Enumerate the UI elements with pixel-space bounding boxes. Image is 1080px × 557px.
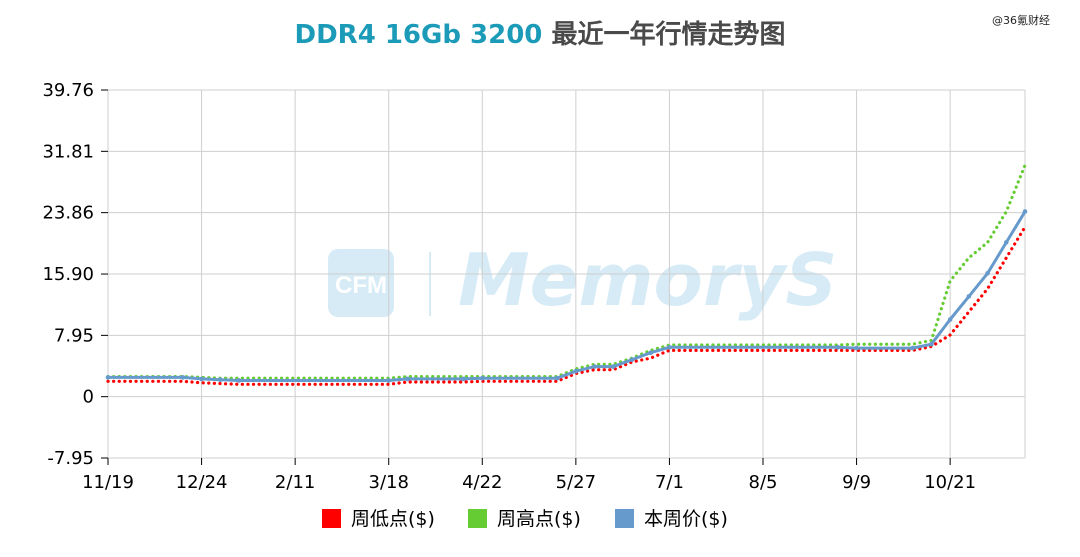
y-axis: 39.76 31.81 23.86 15.90 7.95 0 -7.95 xyxy=(42,80,108,469)
series-2-point xyxy=(929,341,934,347)
x-tick-label: 7/1 xyxy=(655,472,684,493)
legend: 周低点($) 周高点($) 本周价($) xyxy=(322,508,728,530)
series-group xyxy=(105,163,1028,386)
y-tick-label: 7.95 xyxy=(54,325,94,346)
series-2-point xyxy=(217,377,223,383)
legend-swatch-2 xyxy=(615,509,634,528)
series-2-point xyxy=(573,368,579,374)
series-2-point xyxy=(610,364,616,369)
y-tick-label: 0 xyxy=(83,387,94,408)
series-line-1 xyxy=(106,163,1027,380)
x-tick-label: 2/11 xyxy=(275,472,315,493)
legend-swatch-1 xyxy=(468,509,487,528)
series-line-2 xyxy=(106,210,1027,382)
series-2-point xyxy=(1003,240,1009,245)
series-2-point xyxy=(592,364,597,369)
series-2-point xyxy=(386,378,392,383)
series-2-point xyxy=(947,317,953,322)
series-2-point xyxy=(479,375,485,381)
x-tick-label: 12/24 xyxy=(176,472,228,493)
watermark: CFM MemoryS xyxy=(328,238,837,322)
watermark-logo-box xyxy=(328,249,394,317)
x-tick-label: 8/5 xyxy=(749,472,778,493)
chart-title-accent: DDR4 16Gb 3200 xyxy=(294,20,543,50)
x-tick-label: 3/18 xyxy=(369,472,409,493)
series-2-point xyxy=(1022,209,1028,214)
watermark-text: MemoryS xyxy=(458,238,837,322)
series-2-point xyxy=(105,375,111,380)
series-2-point xyxy=(461,376,466,382)
y-tick-label: 15.90 xyxy=(42,264,94,285)
series-2-point xyxy=(835,345,841,350)
legend-label-0: 周低点($) xyxy=(351,508,435,530)
x-axis: 11/19 12/24 2/11 3/18 4/22 5/27 7/1 8/5 9/9 10/21 xyxy=(82,458,976,493)
x-tick-label: 11/19 xyxy=(82,472,134,493)
series-2-point xyxy=(854,345,859,351)
series-2-point xyxy=(966,294,972,299)
y-tick-label: 39.76 xyxy=(42,80,94,101)
series-2-point xyxy=(180,375,186,380)
series-2-point xyxy=(667,345,672,350)
y-tick-label: -7.95 xyxy=(47,448,94,469)
legend-label-1: 周高点($) xyxy=(497,508,581,530)
series-2-point xyxy=(629,357,635,362)
x-tick-label: 9/9 xyxy=(842,472,871,493)
series-2-point xyxy=(648,350,654,356)
series-2-point xyxy=(910,345,916,351)
series-2-point xyxy=(985,270,990,276)
y-tick-label: 31.81 xyxy=(42,141,94,162)
y-tick-label: 23.86 xyxy=(42,203,94,224)
series-2-point xyxy=(236,378,242,383)
grid xyxy=(107,89,1026,459)
series-2-point xyxy=(199,376,204,382)
series-line-0 xyxy=(106,225,1027,386)
series-2-point xyxy=(405,376,410,382)
chart-title-rest: 最近一年行情走势图 xyxy=(542,20,786,50)
x-tick-label: 4/22 xyxy=(462,472,502,493)
watermark-logo-text: CFM xyxy=(335,272,387,299)
series-2-point xyxy=(554,375,560,381)
x-tick-label: 10/21 xyxy=(924,472,976,493)
source-credit: @36氪财经 xyxy=(992,14,1050,27)
chart-title: DDR4 16Gb 3200 最近一年行情走势图 xyxy=(0,14,1080,51)
legend-swatch-0 xyxy=(322,509,341,528)
x-tick-label: 5/27 xyxy=(556,472,596,493)
legend-label-2: 本周价($) xyxy=(644,508,728,530)
